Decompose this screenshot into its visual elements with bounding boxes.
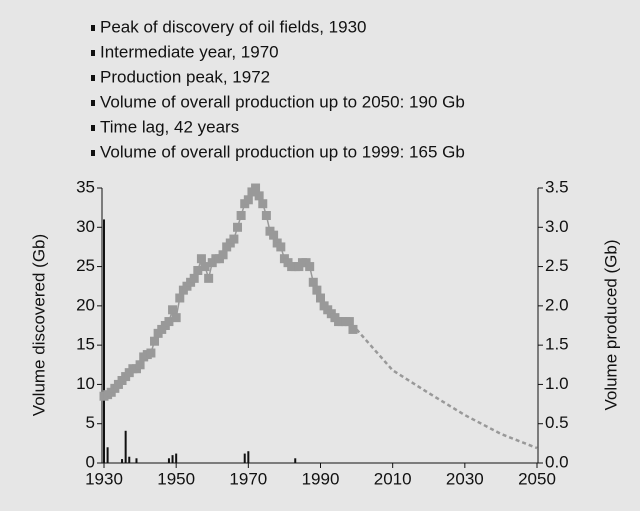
y2-axis-label: Volume produced (Gb) <box>601 239 620 410</box>
x-tick-label: 1990 <box>302 469 340 488</box>
annotation: Peak of discovery of oil fields, 1930 <box>100 17 366 36</box>
y-tick-label: 0 <box>86 452 95 471</box>
bar <box>247 451 250 463</box>
marker <box>171 313 181 323</box>
bar <box>135 458 138 463</box>
marker <box>243 195 253 205</box>
y2-tick-label: 2.0 <box>545 295 569 314</box>
bar <box>124 430 127 463</box>
marker <box>168 305 178 315</box>
y-tick-label: 20 <box>76 295 95 314</box>
y2-tick-label: 0.5 <box>545 413 569 432</box>
y-tick-label: 25 <box>76 256 95 275</box>
marker <box>316 293 325 303</box>
annotation: Production peak, 1972 <box>100 67 270 86</box>
y2-tick-label: 2.5 <box>545 256 569 275</box>
x-tick-label: 2010 <box>374 469 412 488</box>
y-tick-label: 30 <box>76 217 95 236</box>
y-tick-label: 15 <box>76 335 95 354</box>
y2-tick-label: 3.5 <box>545 177 569 196</box>
bar <box>103 219 105 463</box>
marker <box>175 293 185 303</box>
bar <box>294 458 297 463</box>
marker <box>305 262 315 272</box>
marker <box>258 199 268 209</box>
marker <box>218 250 228 260</box>
marker <box>146 348 156 358</box>
marker <box>189 273 199 283</box>
bar <box>106 447 109 463</box>
marker <box>229 234 239 244</box>
marker <box>261 211 271 220</box>
y-tick-label: 35 <box>76 177 95 196</box>
marker <box>276 242 286 252</box>
marker <box>348 324 358 334</box>
x-tick-label: 2030 <box>446 469 484 488</box>
y-tick-label: 10 <box>76 374 95 393</box>
bullet <box>91 125 95 131</box>
y2-tick-label: 3.0 <box>545 217 569 236</box>
y2-tick-label: 1.0 <box>545 374 569 393</box>
x-tick-label: 1970 <box>229 469 267 488</box>
marker <box>251 183 261 193</box>
bullet <box>91 75 95 81</box>
bar <box>121 459 124 463</box>
y2-tick-label: 0.0 <box>545 452 569 471</box>
bullet <box>91 25 95 31</box>
bar <box>175 453 178 463</box>
bar <box>171 455 174 463</box>
x-tick-label: 1930 <box>85 469 123 488</box>
marker <box>254 191 264 201</box>
annotation: Volume of overall production up to 2050:… <box>100 92 465 111</box>
annotation: Time lag, 42 years <box>100 117 239 136</box>
annotation: Volume of overall production up to 1999:… <box>100 142 465 161</box>
x-tick-label: 1950 <box>157 469 195 488</box>
marker <box>150 336 160 346</box>
marker <box>308 277 318 287</box>
marker <box>204 273 214 283</box>
marker <box>193 266 203 275</box>
marker <box>269 230 279 240</box>
marker <box>164 317 174 327</box>
bullet <box>91 150 95 156</box>
y2-tick-label: 1.5 <box>545 335 569 354</box>
bullet <box>91 50 95 56</box>
marker <box>312 285 322 295</box>
marker <box>196 254 206 264</box>
marker <box>236 211 246 220</box>
bar <box>167 458 170 463</box>
marker <box>200 262 210 272</box>
bar <box>243 453 246 463</box>
marker <box>233 222 243 232</box>
marker <box>344 317 354 327</box>
y-tick-label: 5 <box>86 413 95 432</box>
bar <box>128 456 131 463</box>
y-axis-label: Volume discovered (Gb) <box>29 234 48 416</box>
marker <box>135 360 145 370</box>
annotation: Intermediate year, 1970 <box>100 42 279 61</box>
bullet <box>91 100 95 106</box>
forecast-line <box>355 328 538 450</box>
x-tick-label: 2050 <box>518 469 556 488</box>
